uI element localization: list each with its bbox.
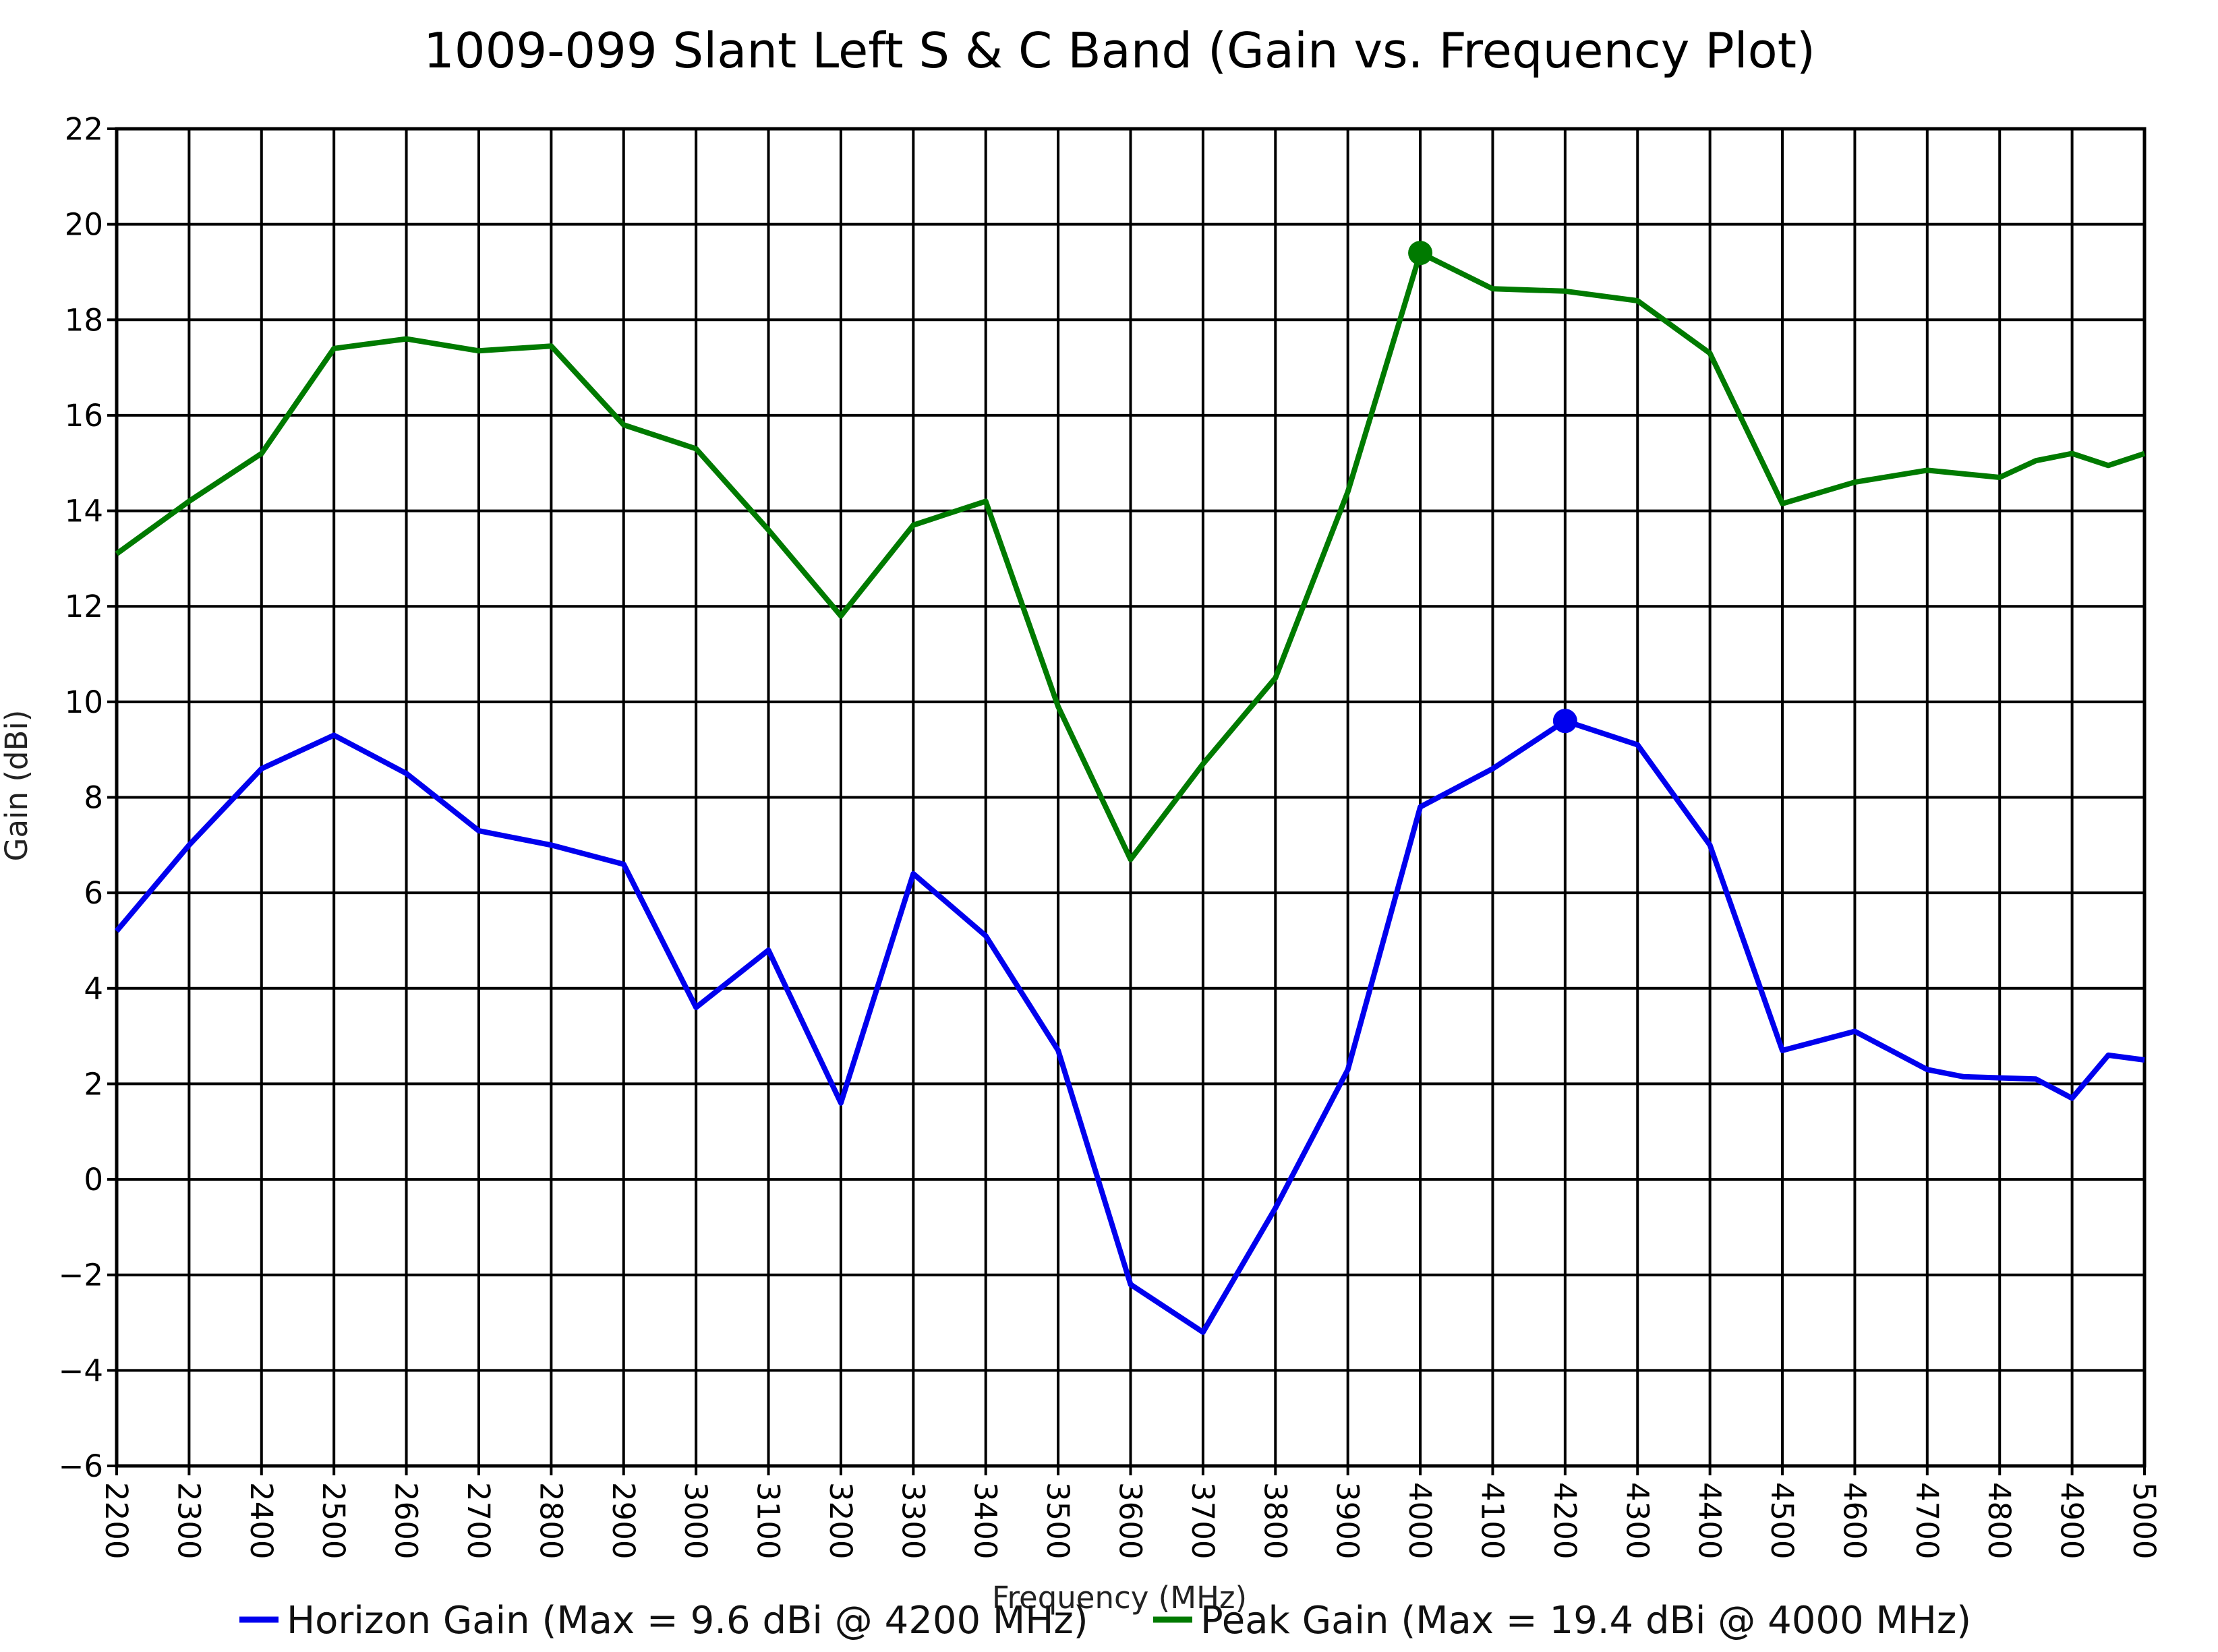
series-line-horizon-gain [114,718,2145,1335]
y-tick-label: 12 [65,589,103,624]
y-tick-label: 0 [84,1162,103,1198]
y-axis-label: Gain (dBi) [0,710,34,862]
legend-label: Horizon Gain (Max = 9.6 dBi @ 4200 MHz) [287,1599,1088,1643]
legend-label: Peak Gain (Max = 19.4 dBi @ 4000 MHz) [1200,1599,1971,1643]
x-tick-label: 3400 [968,1482,1003,1560]
x-tick-label: 4400 [1692,1482,1728,1560]
x-tick-label: 4700 [1909,1482,1945,1560]
x-tick-label: 4500 [1764,1482,1800,1560]
x-axis-ticks: 2200 2300 2400 2500 2600 2700 2800 2900 3000 3100… [98,1466,2162,1560]
y-tick-label: 4 [84,971,103,1007]
y-tick-label: 14 [65,494,103,529]
y-tick-label: 2 [84,1066,103,1102]
max-marker-peak-gain [1408,241,1433,266]
series-line-peak-gain [115,250,2146,862]
x-tick-label: 4300 [1619,1482,1655,1560]
x-tick-label: 3900 [1330,1482,1366,1560]
max-markers [1408,241,1577,734]
x-tick-label: 4900 [2054,1482,2090,1560]
y-tick-label: −2 [59,1258,103,1293]
x-tick-label: 3800 [1257,1482,1293,1560]
legend: Horizon Gain (Max = 9.6 dBi @ 4200 MHz) P… [239,1599,1971,1643]
x-tick-label: 2600 [388,1482,424,1560]
x-tick-label: 2300 [171,1482,206,1560]
x-tick-label: 3300 [895,1482,931,1560]
max-marker-horizon-gain [1552,709,1577,734]
x-tick-label: 3600 [1113,1482,1148,1560]
x-tick-label: 2400 [243,1482,279,1560]
y-tick-label: −4 [59,1353,103,1388]
x-tick-label: 2900 [606,1482,641,1560]
y-tick-label: 18 [65,302,103,338]
x-tick-label: 2700 [461,1482,496,1560]
x-tick-label: 4200 [1547,1482,1583,1560]
x-tick-label: 2800 [533,1482,568,1560]
x-tick-label: 3100 [751,1482,786,1560]
chart-title: 1009-099 Slant Left S & C Band (Gain vs.… [424,22,1815,79]
x-tick-label: 4600 [1836,1482,1872,1560]
x-tick-label: 3000 [678,1482,713,1560]
y-tick-label: 6 [84,875,103,911]
x-tick-label: 2500 [316,1482,351,1560]
y-axis-ticks: −6 −4 −2 0 2 4 6 8 10 12 14 16 18 20 22 [59,111,117,1484]
x-tick-label: 3500 [1040,1482,1076,1560]
y-tick-label: −6 [59,1448,103,1484]
x-tick-label: 2200 [98,1482,134,1560]
x-tick-label: 4800 [1981,1482,2017,1560]
y-tick-label: 8 [84,780,103,816]
y-tick-label: 10 [65,684,103,720]
x-tick-label: 5000 [2126,1482,2162,1560]
x-tick-label: 3700 [1185,1482,1221,1560]
grid [115,127,2146,1467]
x-tick-label: 3200 [823,1482,858,1560]
y-tick-label: 22 [65,111,103,147]
series-lines [114,250,2146,1335]
y-tick-label: 20 [65,207,103,243]
x-axis-label: Frequency (MHz) [992,1580,1247,1616]
x-tick-label: 4000 [1402,1482,1438,1560]
plot-frame [115,127,2147,1468]
x-tick-label: 4100 [1474,1482,1510,1560]
y-tick-label: 16 [65,398,103,434]
